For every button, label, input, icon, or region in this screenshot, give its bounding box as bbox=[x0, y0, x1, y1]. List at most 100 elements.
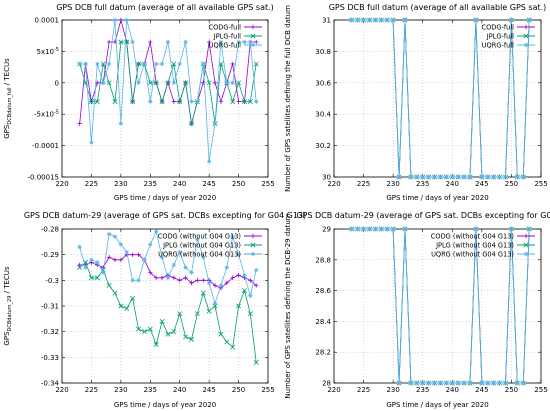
data-point bbox=[473, 226, 479, 232]
data-point bbox=[241, 288, 247, 294]
data-point bbox=[212, 283, 218, 288]
data-point bbox=[250, 42, 256, 48]
legend: CODG (without G04 G13)JPLG (without G04 … bbox=[431, 232, 535, 258]
data-point bbox=[106, 80, 112, 86]
y-tick-label: 30.6 bbox=[315, 79, 331, 87]
y-tick-label: -0.00015 bbox=[28, 174, 59, 182]
data-point bbox=[142, 257, 147, 262]
x-tick-label: 230 bbox=[114, 386, 127, 394]
series-3 bbox=[77, 17, 259, 164]
data-point bbox=[373, 17, 378, 23]
data-point bbox=[456, 174, 461, 180]
y-tick-label: 30.2 bbox=[315, 142, 331, 150]
x-tick-label: 255 bbox=[534, 386, 547, 394]
data-point bbox=[177, 61, 182, 67]
data-point bbox=[183, 265, 188, 270]
data-point bbox=[230, 275, 235, 280]
data-point bbox=[189, 280, 194, 286]
data-point bbox=[189, 99, 194, 104]
x-tick-label: 245 bbox=[202, 180, 215, 188]
data-point bbox=[247, 99, 253, 105]
data-point bbox=[159, 99, 165, 105]
y-axis-label: Number of GPS satellites defining the fu… bbox=[284, 5, 292, 192]
data-point bbox=[112, 234, 118, 239]
data-point bbox=[206, 308, 212, 314]
data-point bbox=[130, 252, 135, 257]
data-point bbox=[212, 80, 218, 85]
data-point bbox=[526, 226, 532, 232]
data-point bbox=[118, 39, 124, 45]
data-point bbox=[136, 278, 141, 283]
data-point bbox=[236, 39, 241, 45]
data-point bbox=[194, 311, 200, 317]
data-point bbox=[473, 17, 479, 23]
data-point bbox=[444, 174, 449, 180]
chart-panel-2: 220 225 230 235 240 245 250 255 30 30.2 30.4 30.6 30… bbox=[284, 3, 548, 202]
data-point bbox=[503, 380, 508, 386]
x-tick-label: 245 bbox=[202, 386, 215, 394]
data-point bbox=[250, 33, 256, 39]
data-point bbox=[153, 61, 159, 67]
data-point bbox=[77, 121, 82, 126]
data-point bbox=[88, 275, 94, 281]
data-point bbox=[88, 99, 94, 105]
data-point bbox=[124, 306, 130, 312]
data-point bbox=[254, 267, 259, 273]
legend-label: JPLG (without G04 G13) bbox=[435, 241, 514, 249]
y-tick-label: -0.33 bbox=[41, 354, 59, 362]
data-point bbox=[159, 255, 165, 260]
data-point bbox=[171, 80, 177, 85]
x-tick-label: 250 bbox=[505, 386, 518, 394]
y-axis-label: GPSDCBdatum_full / TECUs bbox=[3, 58, 13, 139]
plot-frame bbox=[61, 19, 269, 178]
data-point bbox=[521, 380, 526, 386]
y-tick-label: 5x10-5 bbox=[36, 47, 59, 56]
data-point bbox=[206, 39, 212, 45]
data-point bbox=[106, 39, 112, 45]
data-point bbox=[402, 17, 408, 23]
data-point bbox=[248, 39, 253, 45]
data-point bbox=[136, 326, 141, 332]
legend-label: CODG-full bbox=[481, 23, 514, 31]
data-point bbox=[201, 61, 206, 67]
x-tick-label: 255 bbox=[261, 180, 274, 188]
data-point bbox=[189, 270, 194, 275]
data-point bbox=[432, 380, 437, 386]
x-tick-label: 235 bbox=[416, 180, 429, 188]
data-point bbox=[183, 39, 188, 45]
data-point bbox=[189, 336, 194, 342]
x-tick-label: 230 bbox=[386, 386, 399, 394]
data-point bbox=[112, 17, 118, 23]
data-point bbox=[112, 290, 118, 296]
data-point bbox=[509, 17, 514, 23]
data-point bbox=[206, 280, 212, 286]
y-axis-label: Number of GPS satellites defining the DC… bbox=[284, 213, 292, 398]
data-point bbox=[509, 226, 514, 232]
data-point bbox=[224, 265, 229, 270]
data-point bbox=[218, 39, 224, 45]
data-point bbox=[106, 61, 112, 67]
data-point bbox=[385, 226, 390, 232]
data-point bbox=[101, 80, 106, 85]
data-point bbox=[523, 42, 529, 48]
x-tick-label: 225 bbox=[357, 180, 370, 188]
data-point bbox=[385, 17, 390, 23]
data-point bbox=[124, 249, 129, 255]
data-point bbox=[218, 99, 224, 104]
data-point bbox=[177, 249, 182, 255]
data-point bbox=[230, 344, 236, 350]
y-tick-label: 30.4 bbox=[315, 111, 331, 119]
legend-label: JPLG-full bbox=[213, 32, 241, 40]
data-point bbox=[159, 275, 165, 280]
data-point bbox=[390, 17, 396, 23]
data-point bbox=[148, 242, 153, 247]
data-point bbox=[379, 226, 384, 232]
data-point bbox=[523, 233, 529, 239]
data-point bbox=[485, 380, 490, 386]
x-tick-label: 235 bbox=[416, 386, 429, 394]
data-point bbox=[171, 329, 177, 335]
data-point bbox=[212, 301, 218, 306]
data-point bbox=[432, 174, 437, 180]
